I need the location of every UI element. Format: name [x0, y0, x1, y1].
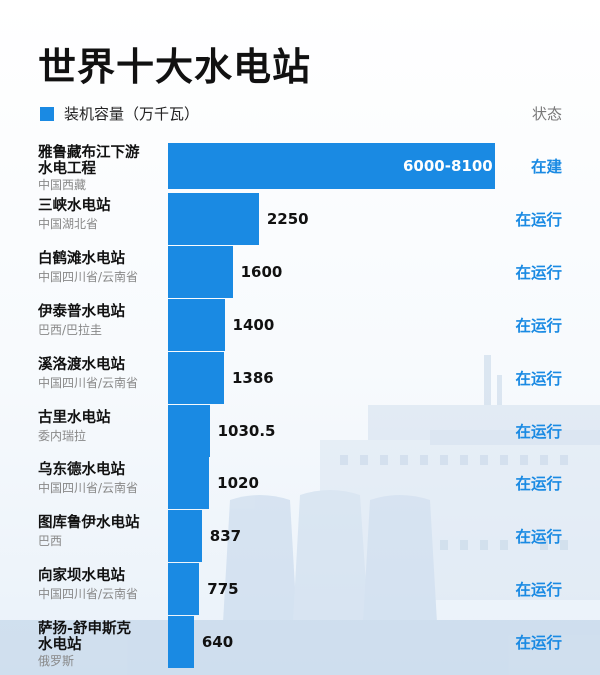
station-name-line: 三峡水电站 [38, 197, 111, 214]
capacity-value-label: 1020 [217, 474, 259, 493]
status-label: 在运行 [515, 210, 562, 229]
station-name: 白鹤滩水电站 [38, 251, 166, 267]
status-label: 在运行 [515, 634, 562, 653]
station-name: 向家坝水电站 [38, 568, 166, 584]
status-label: 在运行 [515, 528, 562, 547]
chart-row: 向家坝水电站 中国四川省/云南省 775 在运行 [0, 563, 600, 616]
status-label: 在建 [530, 158, 562, 176]
capacity-bar [168, 510, 202, 563]
legend-label: 装机容量（万千瓦） [64, 105, 200, 123]
legend-swatch [40, 106, 54, 121]
station-name: 伊泰普水电站 [38, 304, 166, 320]
legend: 装机容量（万千瓦） [40, 103, 199, 124]
station-name-line: 白鹤滩水电站 [38, 250, 125, 267]
chart-row: 溪洛渡水电站 中国四川省/云南省 1386 在运行 [0, 351, 600, 404]
capacity-value-label: 6000-8100 [403, 157, 493, 175]
station-location: 俄罗斯 [38, 654, 75, 669]
station-name-line: 乌东德水电站 [38, 462, 125, 479]
chart-row: 伊泰普水电站 巴西/巴拉圭 1400 在运行 [0, 298, 600, 351]
capacity-bar [168, 351, 224, 404]
capacity-bar [168, 192, 259, 245]
station-name-line: 溪洛渡水电站 [38, 356, 125, 373]
station-name: 雅鲁藏布江下游 水电工程 [38, 145, 166, 177]
station-location: 中国四川省/云南省 [38, 375, 139, 390]
status-column-header: 状态 [531, 105, 562, 123]
capacity-bar [168, 404, 210, 457]
capacity-bar [168, 245, 233, 298]
station-name-line: 萨扬-舒申斯克 [38, 621, 132, 638]
status-label: 在运行 [515, 369, 562, 388]
station-name-line: 向家坝水电站 [38, 568, 125, 585]
station-name-line: 古里水电站 [38, 409, 111, 426]
capacity-value-label: 640 [201, 633, 234, 652]
station-location: 巴西 [38, 534, 63, 549]
capacity-value-label: 1400 [232, 315, 275, 334]
capacity-bar [168, 298, 225, 351]
station-name-line: 水电站 [38, 637, 82, 654]
station-name-line: 伊泰普水电站 [38, 303, 125, 320]
chart-row: 白鹤滩水电站 中国四川省/云南省 1600 在运行 [0, 245, 600, 298]
station-name: 三峡水电站 [38, 198, 166, 214]
station-location: 巴西/巴拉圭 [38, 322, 103, 337]
station-name: 乌东德水电站 [38, 462, 166, 478]
chart-title: 世界十大水电站 [38, 45, 312, 89]
chart-row: 三峡水电站中国湖北省 2250 在运行 [0, 192, 600, 245]
station-name: 古里水电站 [38, 410, 166, 426]
capacity-bar [168, 143, 495, 189]
chart-row: 古里水电站委内瑞拉 1030.5 在运行 [0, 404, 600, 457]
status-label: 在运行 [515, 316, 562, 335]
status-label: 在运行 [515, 422, 562, 441]
station-name: 溪洛渡水电站 [38, 357, 166, 373]
capacity-bar [168, 457, 210, 510]
station-location: 中国西藏 [38, 178, 87, 192]
capacity-value-label: 837 [209, 527, 242, 546]
station-name-line: 图库鲁伊水电站 [38, 515, 140, 532]
chart-row: 萨扬-舒申斯克 水电站 俄罗斯 640 在运行 [0, 616, 600, 669]
chart-row: 雅鲁藏布江下游 水电工程 中国西藏 6000-8100 在建 [0, 140, 600, 192]
chart-row: 乌东德水电站 中国四川省/云南省 1020 在运行 [0, 457, 600, 510]
station-name: 图库鲁伊水电站 [38, 515, 166, 531]
station-location: 中国四川省/云南省 [38, 587, 139, 602]
status-label: 在运行 [515, 263, 562, 282]
station-location: 中国四川省/云南省 [38, 269, 139, 284]
station-location: 中国湖北省 [38, 216, 99, 231]
station-name-line: 雅鲁藏布江下游 [38, 145, 140, 161]
station-location: 中国四川省/云南省 [38, 481, 139, 496]
status-label: 在运行 [515, 475, 562, 494]
station-location: 委内瑞拉 [38, 428, 87, 443]
capacity-value-label: 1030.5 [217, 421, 276, 440]
capacity-bar [168, 616, 194, 669]
capacity-value-label: 775 [207, 580, 239, 599]
station-name-line: 水电工程 [38, 161, 96, 177]
capacity-bar [168, 563, 200, 616]
capacity-value-label: 1600 [240, 262, 283, 281]
capacity-value-label: 2250 [266, 209, 309, 228]
capacity-value-label: 1386 [231, 368, 274, 387]
chart-row: 图库鲁伊水电站 巴西 837 在运行 [0, 510, 600, 563]
status-label: 在运行 [515, 581, 562, 600]
station-name: 萨扬-舒申斯克 水电站 [38, 621, 166, 653]
